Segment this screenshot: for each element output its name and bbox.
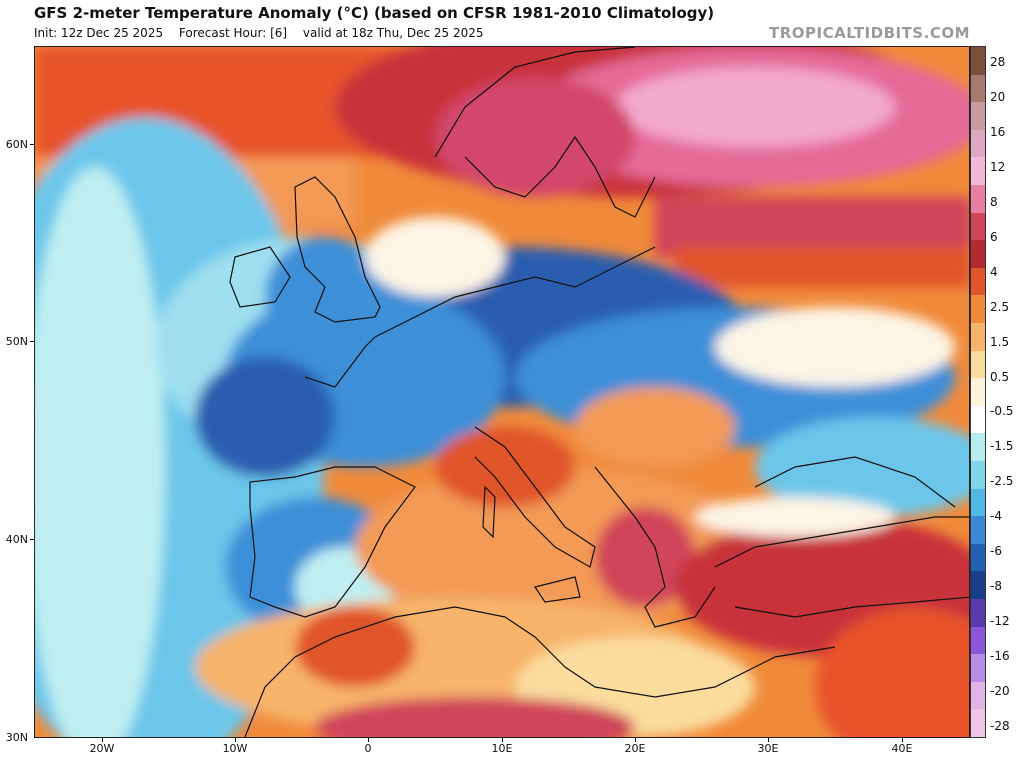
colorbar-label: -28 [990, 719, 1010, 733]
colorbar-segment [971, 267, 985, 296]
colorbar-segment [971, 212, 985, 241]
colorbar-label: 2.5 [990, 299, 1010, 314]
colorbar-label: -0.5 [990, 404, 1014, 419]
colorbar-label: -1.5 [990, 439, 1014, 454]
colorbar-segment [971, 654, 985, 683]
colorbar-label: 8 [990, 194, 998, 209]
lat-tick [30, 144, 34, 145]
colorbar-label: 12 [990, 159, 1006, 174]
valid-time: valid at 18z Thu, Dec 25 2025 [302, 26, 484, 40]
lat-tick [30, 539, 34, 540]
map-title: GFS 2-meter Temperature Anomaly (°C) (ba… [34, 4, 715, 22]
lon-label-30e: 30E [757, 742, 779, 755]
colorbar-segment [971, 157, 985, 186]
lon-tick [235, 738, 236, 742]
colorbar-label: -4 [990, 509, 1002, 524]
lon-label-40e: 40E [891, 742, 913, 755]
colorbar-label: -8 [990, 579, 1002, 594]
colorbar-segment [971, 681, 985, 710]
lat-label-60n: 60N [5, 138, 28, 151]
colorbar-segment [971, 433, 985, 462]
colorbar-segment [971, 74, 985, 103]
colorbar-segment [971, 102, 985, 131]
colorbar-segment [971, 378, 985, 407]
colorbar-segment [971, 323, 985, 352]
colorbar-segment [971, 488, 985, 517]
colorbar-segment [971, 129, 985, 158]
colorbar-label: 4 [990, 264, 998, 279]
colorbar-segment [971, 599, 985, 628]
brand-watermark: TROPICALTIDBITS.COM [769, 24, 970, 42]
colorbar-label: -6 [990, 544, 1002, 559]
colorbar-label: -2.5 [990, 474, 1014, 489]
colorbar-segment [971, 350, 985, 379]
lat-label-40n: 40N [5, 533, 28, 546]
colorbar [970, 46, 986, 738]
lon-tick [768, 738, 769, 742]
colorbar-segment [971, 47, 985, 76]
colorbar-label: -16 [990, 649, 1010, 664]
lat-label-50n: 50N [5, 335, 28, 348]
colorbar-label: 1.5 [990, 334, 1010, 349]
lon-label-10w: 10W [222, 742, 248, 755]
lon-label-10e: 10E [491, 742, 513, 755]
colorbar-label: 20 [990, 89, 1006, 104]
colorbar-segment [971, 240, 985, 269]
lon-tick [102, 738, 103, 742]
colorbar-segment [971, 295, 985, 324]
lon-tick [502, 738, 503, 742]
lon-label-20w: 20W [89, 742, 115, 755]
lat-label-30n: 30N [5, 731, 28, 744]
colorbar-label: 6 [990, 229, 998, 244]
init-time: Init: 12z Dec 25 2025 [34, 26, 164, 40]
colorbar-segment [971, 405, 985, 434]
lat-tick [30, 341, 34, 342]
colorbar-segment [971, 626, 985, 655]
lon-tick [635, 738, 636, 742]
colorbar-segment [971, 461, 985, 490]
colorbar-label: 16 [990, 124, 1006, 139]
lon-tick [368, 738, 369, 742]
colorbar-label: -12 [990, 614, 1010, 629]
map-subtitle: Init: 12z Dec 25 2025 Forecast Hour: [6]… [34, 26, 496, 40]
colorbar-segment [971, 571, 985, 600]
colorbar-segment [971, 185, 985, 214]
colorbar-segment [971, 543, 985, 572]
anomaly-map [34, 46, 970, 738]
anomaly-field [35, 47, 969, 737]
colorbar-segment [971, 709, 985, 738]
lon-tick [902, 738, 903, 742]
lon-label-0: 0 [364, 742, 372, 755]
colorbar-label: 0.5 [990, 369, 1010, 384]
forecast-hour: Forecast Hour: [6] [178, 26, 288, 40]
colorbar-segment [971, 516, 985, 545]
lon-label-20e: 20E [624, 742, 646, 755]
colorbar-label: -20 [990, 684, 1010, 699]
colorbar-label: 28 [990, 55, 1006, 69]
coastlines [229, 47, 969, 737]
